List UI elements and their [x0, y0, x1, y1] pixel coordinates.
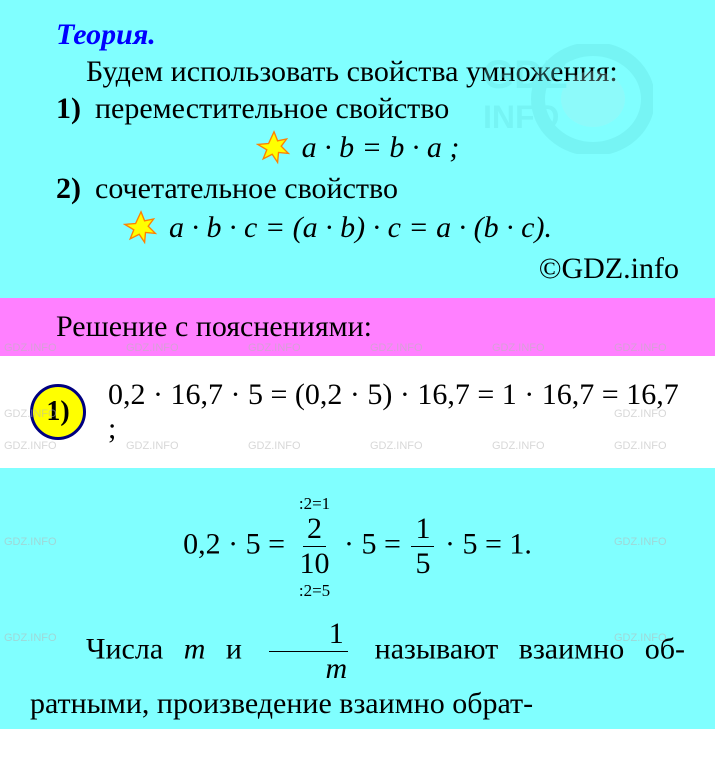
formula-text: a · b · c = (a · b) · c = a · (b · c).	[169, 211, 552, 245]
step-1-section: 1) 0,2 · 16,7 · 5 = (0,2 · 5) · 16,7 = 1…	[0, 356, 715, 468]
theory-intro: Будем использовать свойства умно­жения:	[30, 52, 685, 92]
step-badge-text: 1)	[46, 396, 69, 428]
fraction-1: 2 10	[296, 514, 334, 579]
formula-text: a · b = b · a ;	[302, 131, 460, 165]
fraction-annot-bot: :2=5	[299, 581, 330, 601]
star-icon	[256, 130, 292, 166]
theory-item-2: 2) сочетательное свойство	[56, 172, 685, 206]
explain-paragraph: Числа m и 1 m называют взаимно об­ратным…	[30, 619, 685, 724]
star-icon	[123, 210, 159, 246]
step-1-formula: 0,2 · 16,7 · 5 = (0,2 · 5) · 16,7 = 1 · …	[108, 378, 685, 446]
formula-lead: 0,2 · 5 =	[183, 527, 285, 560]
formula-tail: · 5 = 1.	[445, 527, 532, 560]
item-label: переместительное свойство	[95, 92, 449, 126]
fraction-num: 1	[269, 619, 348, 652]
theory-formula-1: a · b = b · a ;	[30, 130, 685, 166]
var-m: m	[184, 632, 206, 665]
copyright-text: ©GDZ.info	[30, 252, 685, 286]
theory-title: Теория.	[56, 18, 685, 52]
step-badge: 1)	[30, 384, 86, 440]
theory-item-1: 1) переместительное свойство	[56, 92, 685, 126]
para-text: и	[205, 632, 262, 665]
fraction-1-over-m: 1 m	[265, 619, 351, 684]
fraction-num: 1	[411, 514, 434, 547]
solution-header-text: Решение с пояснениями:	[56, 310, 372, 343]
theory-formula-2: a · b · c = (a · b) · c = a · (b · c).	[30, 210, 685, 246]
solution-header: Решение с пояснениями:	[0, 298, 715, 356]
explain-formula: 0,2 · 5 = :2=1 2 10 :2=5 · 5 = 1 5 · 5 =…	[30, 514, 685, 579]
item-label: сочетательное свойство	[95, 172, 398, 206]
formula-mid: · 5 =	[344, 527, 401, 560]
theory-section: GDZ INFO Теория. Будем использовать свой…	[0, 0, 715, 298]
item-number: 2)	[56, 172, 81, 206]
fraction-den: 5	[411, 547, 434, 579]
item-number: 1)	[56, 92, 81, 126]
fraction-num: 2	[303, 514, 326, 547]
para-text: Числа	[86, 632, 184, 665]
fraction-den: m	[265, 652, 351, 684]
fraction-den: 10	[296, 547, 334, 579]
fraction-2: 1 5	[411, 514, 434, 579]
fraction-annot-top: :2=1	[299, 494, 330, 514]
explain-section: 0,2 · 5 = :2=1 2 10 :2=5 · 5 = 1 5 · 5 =…	[0, 468, 715, 730]
